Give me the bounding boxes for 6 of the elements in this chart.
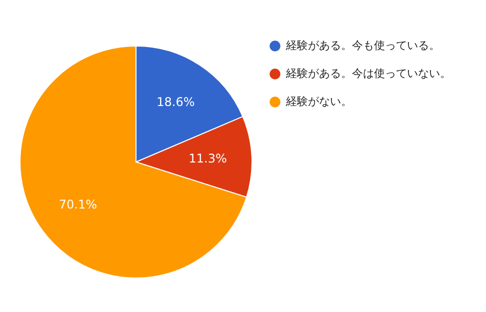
data-label: 18.6%	[156, 95, 195, 110]
legend-label: 経験がある。今も使っている。	[285, 39, 440, 52]
data-label: 70.1%	[58, 197, 98, 212]
legend-label: 経験がある。今は使っていない。	[285, 67, 451, 80]
legend-label: 経験がない。	[285, 95, 352, 108]
data-label: 11.3%	[188, 152, 227, 166]
